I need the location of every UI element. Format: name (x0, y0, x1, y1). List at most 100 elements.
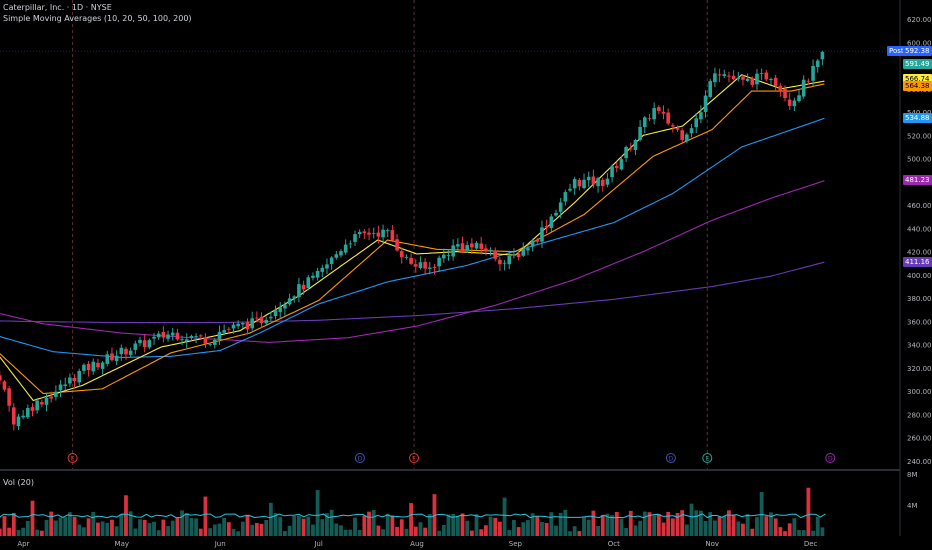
candle-down (470, 243, 474, 248)
dividend-marker-circle (354, 453, 365, 463)
volume-bar (198, 528, 203, 536)
volume-bar (572, 526, 577, 536)
volume-bar (717, 516, 722, 536)
volume-bar (124, 495, 128, 536)
candle-up (68, 377, 72, 384)
price-tick-label: 420.00 (907, 249, 932, 257)
candle-up (91, 361, 96, 372)
candle-up (371, 233, 376, 234)
volume-bar (301, 518, 306, 536)
candle-up (138, 339, 142, 344)
volume-bar (297, 516, 301, 536)
candle-up (325, 264, 329, 269)
candle-up (474, 242, 479, 249)
candle-down (362, 231, 367, 234)
dividend-marker[interactable]: D (825, 453, 836, 463)
candle-up (689, 128, 694, 134)
volume-bar (469, 530, 474, 536)
volume-bar (549, 512, 554, 536)
volume-bar (357, 529, 362, 536)
volume-bar (353, 517, 357, 536)
volume-ma-line (0, 513, 826, 519)
volume-bar (180, 510, 184, 536)
volume-bar (792, 518, 797, 536)
volume-bar (703, 521, 708, 536)
earnings-marker-letter: E (71, 456, 75, 463)
candlestick-series (0, 50, 825, 431)
earnings-marker[interactable]: E (409, 453, 420, 463)
volume-bar (53, 520, 58, 536)
volume-bar (413, 526, 418, 536)
candle-up (708, 81, 713, 97)
volume-bar (769, 512, 773, 536)
volume-bar (325, 513, 329, 536)
volume-bar (750, 528, 755, 536)
candle-up (507, 256, 512, 265)
volume-bar (58, 517, 63, 536)
event-markers[interactable]: DEDEDED (0, 453, 836, 463)
candle-up (820, 51, 825, 60)
volume-bar (423, 527, 428, 536)
volume-bar (91, 511, 96, 536)
candle-up (652, 108, 656, 120)
dividend-marker[interactable]: D (354, 453, 365, 463)
candle-down (657, 107, 661, 111)
volume-bar (203, 496, 208, 536)
volume-bar (63, 517, 68, 536)
volume-bar (390, 515, 395, 536)
candle-up (231, 324, 236, 329)
candle-down (727, 75, 731, 77)
volume-bar (367, 511, 371, 536)
candle-down (49, 396, 53, 399)
volume-bar (530, 513, 535, 536)
time-tick-label: Aug (410, 540, 424, 548)
volume-bar (820, 527, 825, 536)
candle-down (413, 264, 418, 267)
candle-down (12, 407, 16, 425)
candle-up (530, 240, 535, 247)
earnings-marker[interactable]: E (67, 453, 78, 463)
time-axis[interactable]: Apr May Jun Jul Aug Sep Oct Nov Dec (17, 540, 817, 548)
volume-tick-label: 8M (907, 471, 918, 479)
candle-up (488, 249, 493, 252)
candle-down (161, 331, 166, 338)
candle-down (614, 165, 619, 168)
volume-bar (474, 514, 479, 536)
volume-bar (156, 530, 161, 536)
dividend-marker[interactable]: D (665, 453, 676, 463)
candle-down (245, 322, 250, 330)
indicator-legend[interactable]: Simple Moving Averages (10, 20, 50, 100,… (3, 14, 192, 23)
price-axis[interactable]: 240.00 260.00 280.00 300.00 320.00 340.00 360.… (907, 16, 932, 510)
volume-bar (526, 520, 530, 536)
candle-up (685, 134, 689, 142)
volume-bar (381, 529, 385, 536)
volume-bar (119, 513, 124, 536)
candle-up (82, 364, 86, 371)
price-tick-label: 400.00 (907, 272, 932, 280)
earnings-marker[interactable]: E (702, 453, 713, 463)
candle-up (264, 319, 269, 324)
dividend-marker-letter: D (669, 456, 674, 463)
candle-up (287, 298, 292, 305)
volume-bar (596, 525, 600, 536)
volume-bar (498, 521, 502, 536)
volume-bar (815, 516, 820, 536)
candle-up (521, 249, 526, 256)
volume-bar (493, 517, 498, 536)
volume-pane-legend[interactable]: Vol (20) (3, 478, 34, 487)
candle-down (647, 118, 652, 120)
candle-up (385, 230, 390, 232)
candle-up (582, 179, 586, 189)
time-tick-label: Oct (608, 540, 620, 548)
candle-up (297, 284, 301, 298)
volume-bar (194, 518, 198, 536)
candle-up (792, 100, 797, 107)
price-tick-label: 500.00 (907, 156, 932, 164)
candle-up (596, 178, 600, 187)
volume-bar (544, 523, 549, 536)
candle-up (180, 339, 184, 341)
candle-up (250, 318, 254, 329)
volume-bar (166, 526, 170, 536)
volume-bar (540, 521, 544, 536)
